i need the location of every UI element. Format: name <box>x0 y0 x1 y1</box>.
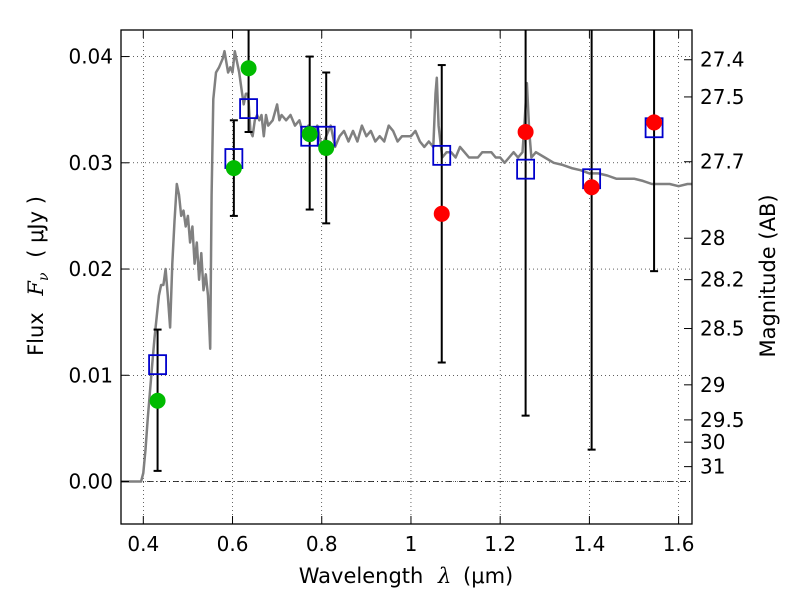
y2-tick-label: 29.5 <box>700 408 745 432</box>
x-axis-unit: (μm) <box>463 564 513 588</box>
y2-tick-label: 27.4 <box>700 48 745 72</box>
red-flux-point <box>433 205 450 222</box>
y2-tick-label: 29 <box>700 373 725 397</box>
model-spectrum-line <box>121 49 692 483</box>
model-flux-square <box>148 354 167 376</box>
plot-frame <box>120 29 693 525</box>
x-tick-label: 0.8 <box>306 532 338 556</box>
y2-tick-label: 27.7 <box>700 150 745 174</box>
green-flux-point <box>149 392 166 409</box>
x-tick-label: 1.6 <box>663 532 695 556</box>
model-spectrum <box>121 49 692 483</box>
red-flux-point <box>517 123 534 140</box>
y-tick-label: 0.01 <box>68 363 113 387</box>
data-markers <box>148 60 664 409</box>
y-axis-subscript: ν <box>36 272 52 281</box>
y2-tick-label: 30 <box>700 430 725 454</box>
x-axis-label: Wavelength <box>299 564 424 588</box>
x-tick-label: 0.6 <box>217 532 249 556</box>
y-axis-label: Flux <box>24 312 48 356</box>
x-axis-title: Wavelength λ (μm) <box>299 564 513 588</box>
x-tick-labels: 0.4 0.6 0.8 1 1.2 1.4 1.6 <box>127 532 694 556</box>
y2-axis-title: Magnitude (AB) <box>756 194 780 357</box>
x-tick-label: 1.4 <box>573 532 605 556</box>
y-tick-label: 0.04 <box>68 45 113 69</box>
x-tick-label: 1 <box>405 532 418 556</box>
x-tick-label: 1.2 <box>484 532 516 556</box>
model-flux-square <box>516 158 536 180</box>
model-flux-square <box>239 98 258 120</box>
y-axis-symbol: F <box>24 280 48 297</box>
error-bars <box>153 30 659 472</box>
y-tick-label: 0.02 <box>68 257 113 281</box>
y2-tick-label: 28 <box>700 226 725 250</box>
green-flux-point <box>225 160 242 177</box>
y2-tick-label: 28.2 <box>700 268 745 292</box>
red-flux-point <box>583 179 600 196</box>
y-tick-labels: 0.00 0.01 0.02 0.03 0.04 <box>68 45 113 494</box>
green-flux-point <box>240 60 257 77</box>
y-axis-title: Flux Fν ( μJy ) <box>24 196 53 356</box>
axis-ticks <box>121 30 692 524</box>
y2-tick-label: 31 <box>700 455 725 479</box>
red-flux-point <box>646 114 663 131</box>
green-flux-point <box>301 126 318 143</box>
y-axis-unit: ( μJy ) <box>24 196 48 258</box>
y2-tick-label: 28.5 <box>700 317 745 341</box>
green-flux-point <box>318 139 335 156</box>
model-flux-square <box>432 144 452 166</box>
y-tick-label: 0.03 <box>68 151 113 175</box>
y2-tick-label: 27.5 <box>700 85 745 109</box>
x-axis-symbol: λ <box>437 564 451 588</box>
y-tick-label: 0.00 <box>68 470 113 494</box>
x-tick-label: 0.4 <box>127 532 159 556</box>
